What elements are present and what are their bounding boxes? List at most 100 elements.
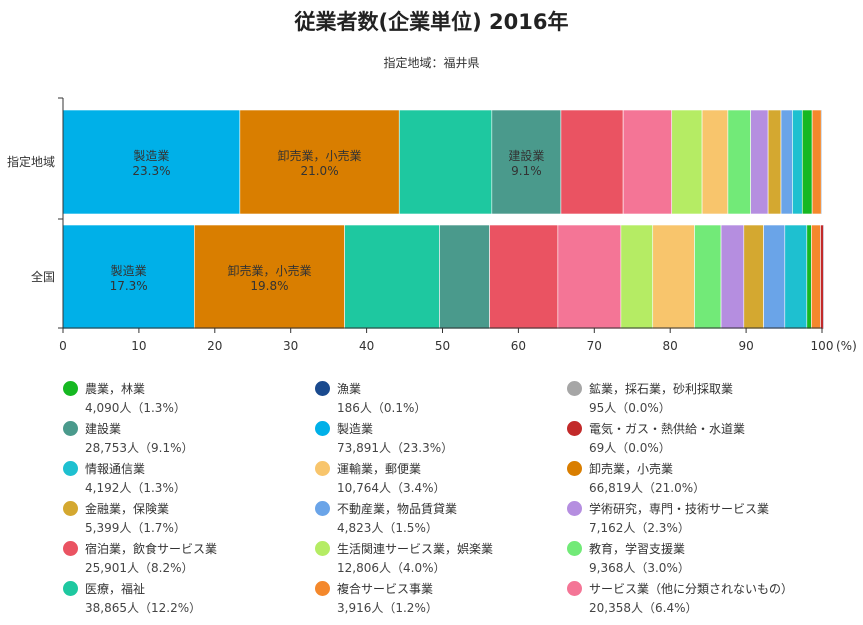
bar-segment xyxy=(743,224,764,330)
legend-color-dot xyxy=(63,541,78,556)
bar-label-value: 21.0% xyxy=(300,164,338,178)
x-tick-label: 90 xyxy=(738,339,753,353)
legend-color-dot xyxy=(63,421,78,436)
category-label: 全国 xyxy=(31,269,55,284)
legend-name: 複合サービス事業 xyxy=(337,582,434,596)
legend-value: 73,891人（23.3%） xyxy=(337,441,454,455)
legend-item[interactable]: 鉱業，採石業，砂利採取業 95人（0.0%） xyxy=(567,380,807,416)
x-tick-label: 60 xyxy=(511,339,526,353)
x-tick-label: 10 xyxy=(131,339,146,353)
legend-value: 10,764人（3.4%） xyxy=(337,481,446,495)
legend-value: 5,399人（1.7%） xyxy=(85,521,186,535)
bar-label-name: 製造業 xyxy=(111,264,147,278)
bar-label-name: 卸売業，小売業 xyxy=(227,263,311,278)
bar-segment xyxy=(823,224,825,330)
legend-name: 農業，林業 xyxy=(85,382,146,396)
legend-item[interactable]: 電気・ガス・熱供給・水道業 69人（0.0%） xyxy=(567,420,807,456)
x-tick-label: 100 xyxy=(811,339,834,353)
legend-name: 情報通信業 xyxy=(85,462,146,476)
legend-value: 69人（0.0%） xyxy=(589,441,671,455)
legend-color-dot xyxy=(567,501,582,516)
legend-color-dot xyxy=(63,461,78,476)
legend-item[interactable]: 医療，福祉 38,865人（12.2%） xyxy=(63,580,303,616)
legend-name: 鉱業，採石業，砂利採取業 xyxy=(589,382,734,396)
bar-label-value: 23.3% xyxy=(132,164,170,178)
legend-item[interactable]: 生活関連サービス業，娯楽業 12,806人（4.0%） xyxy=(315,540,555,576)
legend-value: 4,823人（1.5%） xyxy=(337,521,438,535)
legend-value: 25,901人（8.2%） xyxy=(85,561,194,575)
bar-segment xyxy=(694,224,722,330)
bar-label-value: 9.1% xyxy=(511,164,542,178)
legend-value: 9,368人（3.0%） xyxy=(589,561,690,575)
legend-item[interactable]: 製造業 73,891人（23.3%） xyxy=(315,420,555,456)
x-tick-label: 50 xyxy=(435,339,450,353)
legend-value: 4,192人（1.3%） xyxy=(85,481,186,495)
bar-segment xyxy=(398,109,493,215)
legend-item[interactable]: 農業，林業 4,090人（1.3%） xyxy=(63,380,303,416)
bar-segment xyxy=(727,109,751,215)
bar-segment xyxy=(811,109,822,215)
bar-segment xyxy=(652,224,695,330)
legend-value: 12,806人（4.0%） xyxy=(337,561,446,575)
legend-item[interactable]: 金融業，保険業 5,399人（1.7%） xyxy=(63,500,303,536)
legend-color-dot xyxy=(567,461,582,476)
x-axis-unit: (%) xyxy=(836,339,857,353)
legend-name: 宿泊業，飲食サービス業 xyxy=(85,542,218,556)
bar-segment xyxy=(194,224,345,330)
legend-item[interactable]: 漁業 186人（0.1%） xyxy=(315,380,555,416)
legend-color-dot xyxy=(63,501,78,516)
bar-segment xyxy=(806,224,812,330)
legend-name: 不動産業，物品賃貸業 xyxy=(337,502,458,516)
x-tick-label: 70 xyxy=(587,339,602,353)
x-tick-label: 40 xyxy=(359,339,374,353)
legend-item[interactable]: 建設業 28,753人（9.1%） xyxy=(63,420,303,456)
x-tick-label: 30 xyxy=(283,339,298,353)
legend-color-dot xyxy=(315,381,330,396)
legend-value: 4,090人（1.3%） xyxy=(85,401,186,415)
legend-value: 20,358人（6.4%） xyxy=(589,601,698,615)
x-tick-label: 20 xyxy=(207,339,222,353)
legend-name: 電気・ガス・熱供給・水道業 xyxy=(589,422,746,436)
bar-segment xyxy=(622,109,673,215)
legend-color-dot xyxy=(63,581,78,596)
legend-item[interactable]: サービス業（他に分類されないもの） 20,358人（6.4%） xyxy=(567,580,807,616)
category-label: 指定地域 xyxy=(7,154,55,169)
legend-color-dot xyxy=(63,381,78,396)
legend-item[interactable]: 複合サービス事業 3,916人（1.2%） xyxy=(315,580,555,616)
bar-label-name: 建設業 xyxy=(508,148,544,163)
legend-value: 3,916人（1.2%） xyxy=(337,601,438,615)
legend-item[interactable]: 学術研究，専門・技術サービス業 7,162人（2.3%） xyxy=(567,500,807,536)
bar-segment xyxy=(792,109,803,215)
bar-segment xyxy=(560,109,624,215)
legend-item[interactable]: 情報通信業 4,192人（1.3%） xyxy=(63,460,303,496)
bar-segment xyxy=(62,224,195,330)
bar-segment xyxy=(820,224,824,330)
legend-value: 38,865人（12.2%） xyxy=(85,601,202,615)
legend-name: 学術研究，専門・技術サービス業 xyxy=(589,502,770,516)
chart-subtitle: 指定地域：福井県 xyxy=(383,56,480,70)
bar-segment xyxy=(620,224,654,330)
legend-value: 66,819人（21.0%） xyxy=(589,481,706,495)
legend-item[interactable]: 卸売業，小売業 66,819人（21.0%） xyxy=(567,460,807,496)
bar-segment xyxy=(811,224,821,330)
legend-color-dot xyxy=(315,501,330,516)
bar-segment xyxy=(780,109,793,215)
legend-color-dot xyxy=(567,541,582,556)
legend-name: 運輸業，郵便業 xyxy=(337,462,422,476)
bar-label-value: 17.3% xyxy=(110,279,148,293)
legend-item[interactable]: 教育，学習支援業 9,368人（3.0%） xyxy=(567,540,807,576)
legend-item[interactable]: 宿泊業，飲食サービス業 25,901人（8.2%） xyxy=(63,540,303,576)
legend-item[interactable]: 運輸業，郵便業 10,764人（3.4%） xyxy=(315,460,555,496)
legend-color-dot xyxy=(315,461,330,476)
legend-name: 生活関連サービス業，娯楽業 xyxy=(337,542,494,556)
stacked-bar-chart: 0 10 20 30 40 50 60 70 80 90 100 (%)指定地域全国製造業23.3%卸… xyxy=(7,97,857,353)
bar-segment xyxy=(720,224,745,330)
legend-name: 教育，学習支援業 xyxy=(589,542,686,556)
bar-segment xyxy=(820,109,823,215)
legend-item[interactable]: 不動産業，物品賃貸業 4,823人（1.5%） xyxy=(315,500,555,536)
legend-color-dot xyxy=(315,421,330,436)
legend-value: 7,162人（2.3%） xyxy=(589,521,690,535)
chart-title: 従業者数(企業単位) 2016年 xyxy=(294,10,569,34)
legend-value: 186人（0.1%） xyxy=(337,401,427,415)
bar-segment xyxy=(750,109,769,215)
